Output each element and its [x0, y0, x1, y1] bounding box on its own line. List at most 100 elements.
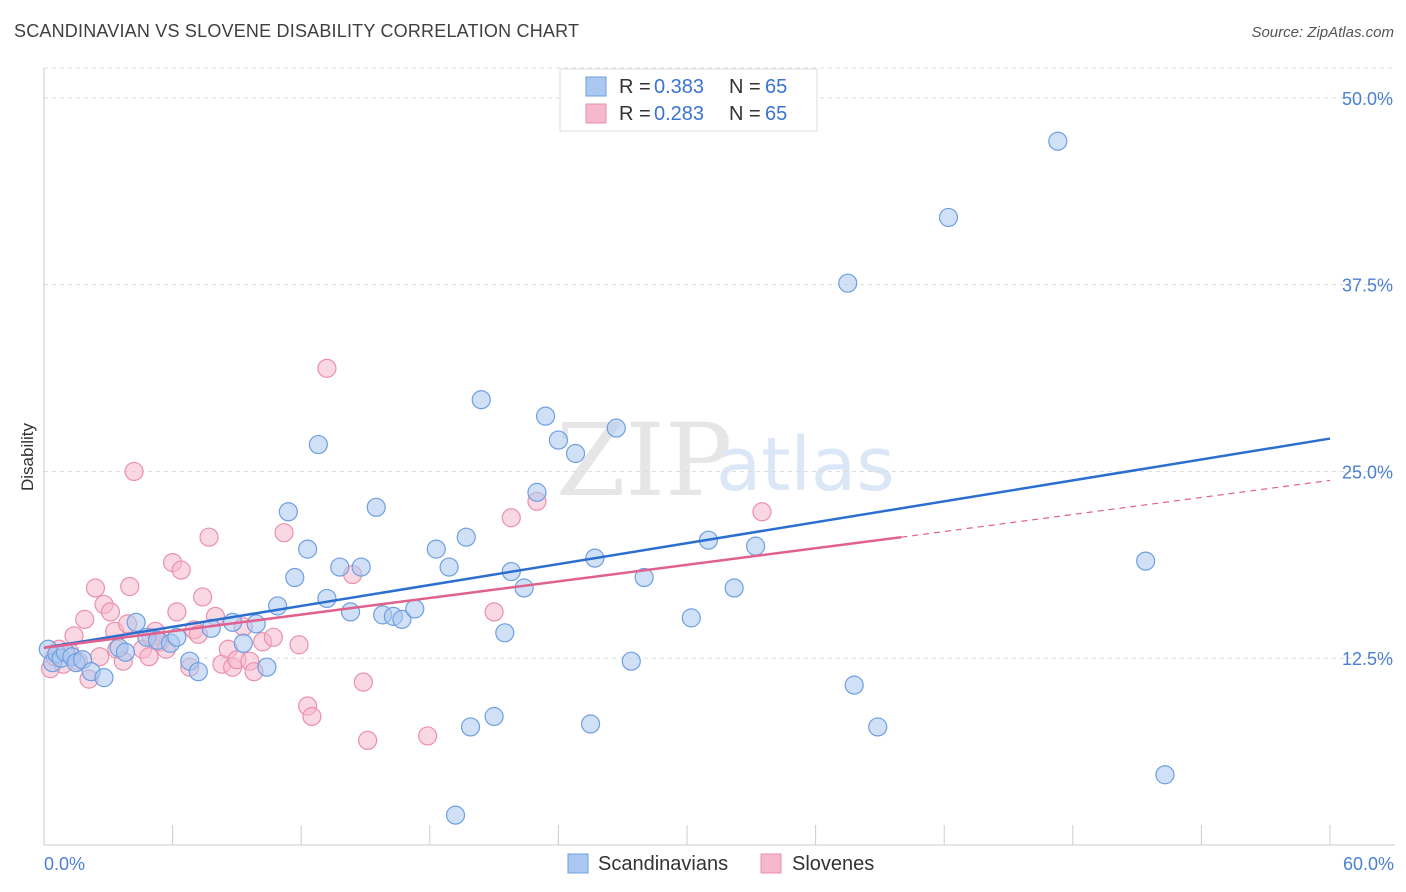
slovenes-trend-extension	[901, 479, 1331, 538]
scandinavian-point	[233, 633, 253, 653]
scandinavian-point	[1136, 551, 1156, 571]
series-legend: Scandinavians Slovenes	[567, 853, 874, 875]
watermark-atlas: atlas	[716, 422, 895, 508]
scandinavian-point	[317, 588, 337, 609]
scandinavian-point	[938, 207, 959, 228]
scandinavian-point	[565, 443, 586, 464]
scandinavian-point	[366, 497, 386, 517]
source-credit: Source: ZipAtlas.com	[1251, 24, 1394, 41]
scandinavian-point	[392, 609, 412, 629]
scandinavian-point	[745, 536, 766, 556]
scandinavian-point	[484, 706, 504, 727]
y-tick-label: 12.5%	[1342, 649, 1393, 669]
x-tick-label-min: 0.0%	[44, 854, 85, 874]
bottom-legend-swatch-scandinavians	[567, 853, 589, 874]
legend-n-label: N =	[729, 103, 761, 125]
scandinavian-point	[535, 406, 556, 426]
scandinavian-point	[308, 434, 328, 455]
slovene-point	[85, 578, 106, 598]
scandinavian-point	[621, 651, 641, 671]
scandinavian-point	[94, 668, 114, 688]
scandinavian-point	[167, 627, 187, 647]
scandinavian-point	[285, 567, 305, 588]
scandinavian-point	[405, 599, 425, 619]
watermark: ZIP atlas	[556, 402, 895, 519]
slovene-point	[139, 647, 159, 667]
slovenes-trend-line	[43, 535, 902, 650]
scandinavian-point	[1155, 765, 1175, 785]
slovene-point	[358, 730, 378, 751]
scandinavian-point	[426, 539, 446, 559]
slovene-point	[289, 635, 309, 655]
scandinavian-point	[681, 608, 701, 628]
legend-n-value-slovenes: 65	[765, 103, 787, 125]
scandinavian-point	[340, 602, 361, 622]
legend-r-label: R =	[619, 103, 651, 125]
legend-r-value-scandinavians: 0.383	[654, 76, 704, 98]
bottom-legend-swatch-slovenes	[760, 853, 782, 874]
bottom-legend-label-slovenes: Slovenes	[792, 853, 874, 875]
scandinavian-point	[634, 567, 654, 588]
legend-r-label: R =	[619, 76, 651, 98]
scandinavian-point	[606, 418, 626, 438]
axes	[43, 68, 1395, 846]
scandinavian-point	[188, 662, 208, 682]
scandinavian-point	[1048, 131, 1068, 151]
slovene-point	[263, 627, 283, 647]
slovene-point	[120, 576, 140, 597]
x-tick-label-max: 60.0%	[1343, 854, 1394, 874]
scandinavian-point	[548, 430, 569, 450]
scandinavian-point	[439, 557, 459, 577]
slovene-point	[752, 502, 772, 522]
y-axis-label: Disability	[18, 422, 37, 491]
legend-n-label: N =	[729, 76, 761, 98]
scandinavian-point	[844, 675, 864, 695]
scandinavian-point	[456, 527, 476, 547]
y-tick-labels: 12.5% 25.0% 37.5% 50.0%	[1342, 89, 1393, 669]
legend-swatch-slovenes	[585, 103, 607, 124]
bottom-legend-label-scandinavians: Scandinavians	[598, 853, 728, 875]
scandinavian-point	[868, 717, 888, 737]
scandinavian-point	[445, 805, 466, 825]
scandinavian-point	[580, 714, 601, 734]
slovene-point	[317, 358, 337, 378]
stats-legend: R = 0.383 N = 65 R = 0.283 N = 65	[559, 68, 818, 132]
y-tick-label: 25.0%	[1342, 462, 1393, 482]
scandinavian-point	[257, 657, 277, 677]
scandinavian-point	[495, 623, 515, 643]
legend-r-value-slovenes: 0.283	[654, 103, 704, 125]
trend-lines	[43, 437, 1331, 650]
slovene-point	[167, 602, 187, 622]
scandinavian-point	[126, 612, 146, 632]
slovene-point	[353, 672, 373, 692]
x-ticks	[43, 825, 1331, 845]
slovene-point	[75, 609, 95, 629]
gridlines	[44, 67, 1395, 659]
slovene-point	[124, 461, 144, 482]
scandinavians-trend-line	[43, 437, 1331, 649]
scandinavian-point	[471, 390, 491, 410]
slovene-point	[199, 527, 219, 547]
chart-title: SCANDINAVIAN VS SLOVENE DISABILITY CORRE…	[14, 21, 580, 41]
slovene-point	[100, 602, 121, 622]
watermark-zip: ZIP	[556, 402, 732, 519]
y-tick-label: 37.5%	[1342, 276, 1393, 296]
scandinavian-point	[268, 596, 288, 616]
slovene-point	[193, 587, 213, 607]
scandinavian-point	[460, 717, 481, 737]
scandinavian-point	[838, 273, 858, 293]
slovene-point	[274, 523, 294, 543]
scandinavian-point	[514, 578, 534, 598]
scandinavian-point	[115, 642, 136, 662]
scandinavian-point	[724, 578, 744, 598]
scandinavian-point	[246, 614, 266, 634]
scandinavian-point	[278, 502, 298, 522]
y-tick-label: 50.0%	[1342, 89, 1393, 109]
slovene-point	[302, 706, 322, 727]
slovene-point	[484, 602, 504, 622]
scandinavian-point	[351, 557, 371, 577]
slovene-point	[501, 508, 521, 528]
scandinavian-point	[330, 557, 350, 577]
slovene-point	[171, 560, 191, 580]
